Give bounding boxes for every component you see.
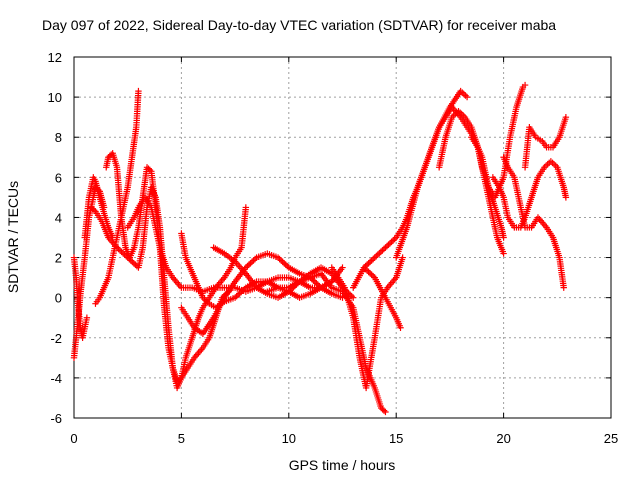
data-point-marker <box>365 268 372 276</box>
data-point-marker <box>376 250 383 257</box>
y-axis-title: SDTVAR / TECUs <box>5 181 21 293</box>
data-point-marker <box>280 260 288 267</box>
data-point-marker <box>460 90 468 98</box>
data-point-marker <box>282 261 289 268</box>
data-point-marker <box>379 247 386 254</box>
data-point-marker <box>388 238 395 245</box>
data-point-marker <box>239 287 246 294</box>
y-tick-label: 0 <box>55 291 62 306</box>
data-point-marker <box>380 245 388 253</box>
data-point-marker <box>380 407 388 414</box>
plot-frame <box>73 56 612 419</box>
data-point-marker <box>389 237 397 244</box>
data-point-marker <box>368 271 375 278</box>
y-tick-label: 6 <box>55 170 62 185</box>
y-tick-label: 10 <box>48 90 62 105</box>
data-point-marker <box>368 257 375 264</box>
data-point-marker <box>562 194 570 201</box>
data-point-marker <box>373 252 380 260</box>
data-point-marker <box>247 260 254 267</box>
data-point-marker <box>363 261 371 268</box>
data-point-marker <box>463 93 471 101</box>
data-point-marker <box>279 258 286 266</box>
y-tick-label: 8 <box>55 130 62 145</box>
data-point-marker <box>542 162 550 170</box>
data-point-marker <box>126 255 133 263</box>
data-point-marker <box>369 255 377 263</box>
data-point-marker <box>397 324 404 331</box>
data-point-marker <box>363 267 371 274</box>
data-point-marker <box>244 262 251 270</box>
y-tick-label: -4 <box>50 371 62 386</box>
data-point-marker <box>382 408 389 416</box>
data-point-marker <box>90 206 98 214</box>
y-axis-ticks: -6 -4 -2 0 2 4 6 8 10 12 <box>48 50 611 426</box>
data-point-marker <box>383 242 391 250</box>
data-point-marker <box>399 254 406 261</box>
data-point-marker <box>544 161 551 168</box>
data-point-marker <box>377 248 385 256</box>
data-point-marker <box>339 264 346 271</box>
data-point-marker <box>385 241 392 248</box>
y-tick-label: 12 <box>48 50 62 65</box>
data-point-marker <box>146 166 154 174</box>
data-point-marker <box>132 261 139 268</box>
data-point-marker <box>365 260 372 267</box>
data-point-marker <box>350 294 357 301</box>
data-point-marker <box>521 81 529 89</box>
data-point-marker <box>248 258 256 266</box>
y-tick-label: -6 <box>50 411 62 426</box>
data-point-marker <box>371 254 378 261</box>
data-point-marker <box>250 257 257 264</box>
data-point-marker <box>245 261 253 268</box>
data-point-marker <box>374 251 381 258</box>
data-point-marker <box>366 270 374 277</box>
grid-layer <box>74 57 611 418</box>
data-point-marker <box>549 159 556 166</box>
data-point-marker <box>135 87 142 95</box>
chart-title: Day 097 of 2022, Sidereal Day-to-day VTE… <box>42 17 556 33</box>
data-points <box>70 81 570 416</box>
data-point-marker <box>560 284 567 291</box>
x-tick-label: 20 <box>496 431 510 446</box>
data-point-marker <box>83 314 91 321</box>
data-point-marker <box>116 247 124 254</box>
data-point-marker <box>462 92 469 99</box>
data-point-marker <box>234 291 242 299</box>
data-point-marker <box>562 113 570 121</box>
data-point-marker <box>366 258 374 266</box>
data-point-marker <box>550 161 558 168</box>
data-point-marker <box>242 204 250 211</box>
y-tick-label: -2 <box>50 331 62 346</box>
y-tick-label: 4 <box>55 210 62 225</box>
x-tick-label: 25 <box>604 431 618 446</box>
x-tick-label: 15 <box>389 431 403 446</box>
x-axis-title: GPS time / hours <box>289 457 396 473</box>
x-axis-ticks: 0 5 10 15 20 25 <box>70 57 618 446</box>
data-point-marker <box>386 240 394 247</box>
x-tick-label: 10 <box>282 431 296 446</box>
data-point-marker <box>382 244 389 251</box>
data-point-marker <box>500 234 507 241</box>
data-point-marker <box>500 250 507 257</box>
y-tick-label: 2 <box>55 251 62 266</box>
data-point-marker <box>277 257 285 264</box>
x-tick-label: 5 <box>178 431 185 446</box>
data-point-marker <box>547 158 555 165</box>
x-tick-label: 0 <box>70 431 77 446</box>
